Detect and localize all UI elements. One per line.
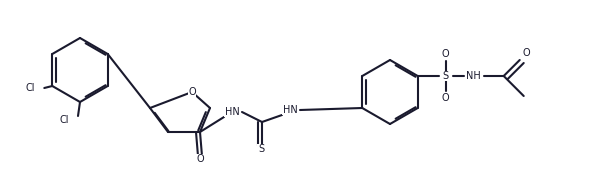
Text: S: S — [443, 71, 449, 81]
Text: S: S — [258, 144, 264, 154]
Text: NH: NH — [466, 71, 481, 81]
Text: HN: HN — [282, 105, 297, 115]
Text: O: O — [442, 49, 450, 59]
Text: O: O — [188, 87, 196, 97]
Text: O: O — [523, 48, 531, 58]
Text: HN: HN — [225, 107, 239, 117]
Text: O: O — [196, 154, 204, 164]
Text: Cl: Cl — [26, 83, 35, 93]
Text: Cl: Cl — [59, 115, 69, 125]
Text: O: O — [442, 93, 450, 103]
